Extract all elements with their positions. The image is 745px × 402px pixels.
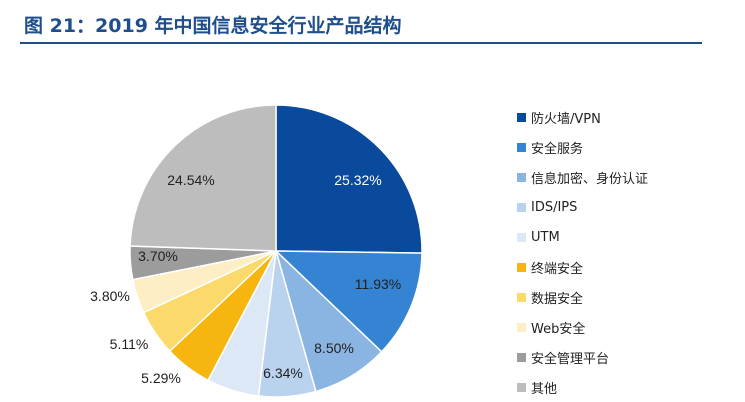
legend-label: UTM xyxy=(531,229,560,245)
slice-data-label: 3.70% xyxy=(138,248,178,264)
legend-label: 信息加密、身份认证 xyxy=(531,171,649,187)
legend-label: Web安全 xyxy=(531,321,586,337)
legend-swatch xyxy=(517,262,526,272)
pie-slice-item-9 xyxy=(129,104,277,252)
legend-label: 安全管理平台 xyxy=(531,351,610,367)
slice-data-label: 25.32% xyxy=(334,172,381,188)
legend-item: 终端安全 xyxy=(517,252,648,282)
legend-label: 数据安全 xyxy=(531,291,584,307)
legend-swatch xyxy=(517,172,526,182)
legend-item: UTM xyxy=(517,222,648,252)
legend-label: IDS/IPS xyxy=(531,199,578,215)
pie-slice-vpn xyxy=(275,104,423,254)
legend-item: Web安全 xyxy=(517,312,648,342)
legend-swatch xyxy=(517,382,526,392)
legend-item: 防火墙/VPN xyxy=(517,102,648,132)
slice-data-label: 5.29% xyxy=(141,370,181,386)
title-divider xyxy=(20,42,702,44)
slice-data-label: 11.93% xyxy=(355,276,401,292)
legend-item: IDS/IPS xyxy=(517,192,648,222)
legend-swatch xyxy=(517,352,526,362)
slice-data-label: 5.11% xyxy=(110,336,149,352)
chart-legend: 防火墙/VPN 安全服务信息加密、身份认证 IDS/IPS UTM 终端安全数据安全 We… xyxy=(517,102,648,402)
legend-swatch xyxy=(517,292,526,302)
legend-swatch xyxy=(517,202,526,212)
legend-item: 其他 xyxy=(517,372,648,402)
slice-data-label: 24.54% xyxy=(167,172,214,188)
legend-swatch xyxy=(517,322,526,332)
legend-swatch xyxy=(517,112,526,122)
legend-item: 安全管理平台 xyxy=(517,342,648,372)
slice-data-label: 8.50% xyxy=(314,340,354,356)
legend-label: 防火墙/VPN xyxy=(531,111,601,127)
legend-item: 信息加密、身份认证 xyxy=(517,162,648,192)
legend-swatch xyxy=(517,142,526,152)
legend-label: 终端安全 xyxy=(531,261,584,277)
legend-item: 数据安全 xyxy=(517,282,648,312)
slice-data-label: 6.34% xyxy=(263,365,303,381)
legend-label: 安全服务 xyxy=(531,141,584,157)
legend-swatch xyxy=(517,232,526,242)
pie-slice-item-1 xyxy=(274,250,423,353)
slice-data-label: 3.80% xyxy=(90,288,130,304)
legend-label: 其他 xyxy=(531,381,558,397)
legend-item: 安全服务 xyxy=(517,132,648,162)
figure-title: 图 21：2019 年中国信息安全行业产品结构 xyxy=(24,15,402,37)
